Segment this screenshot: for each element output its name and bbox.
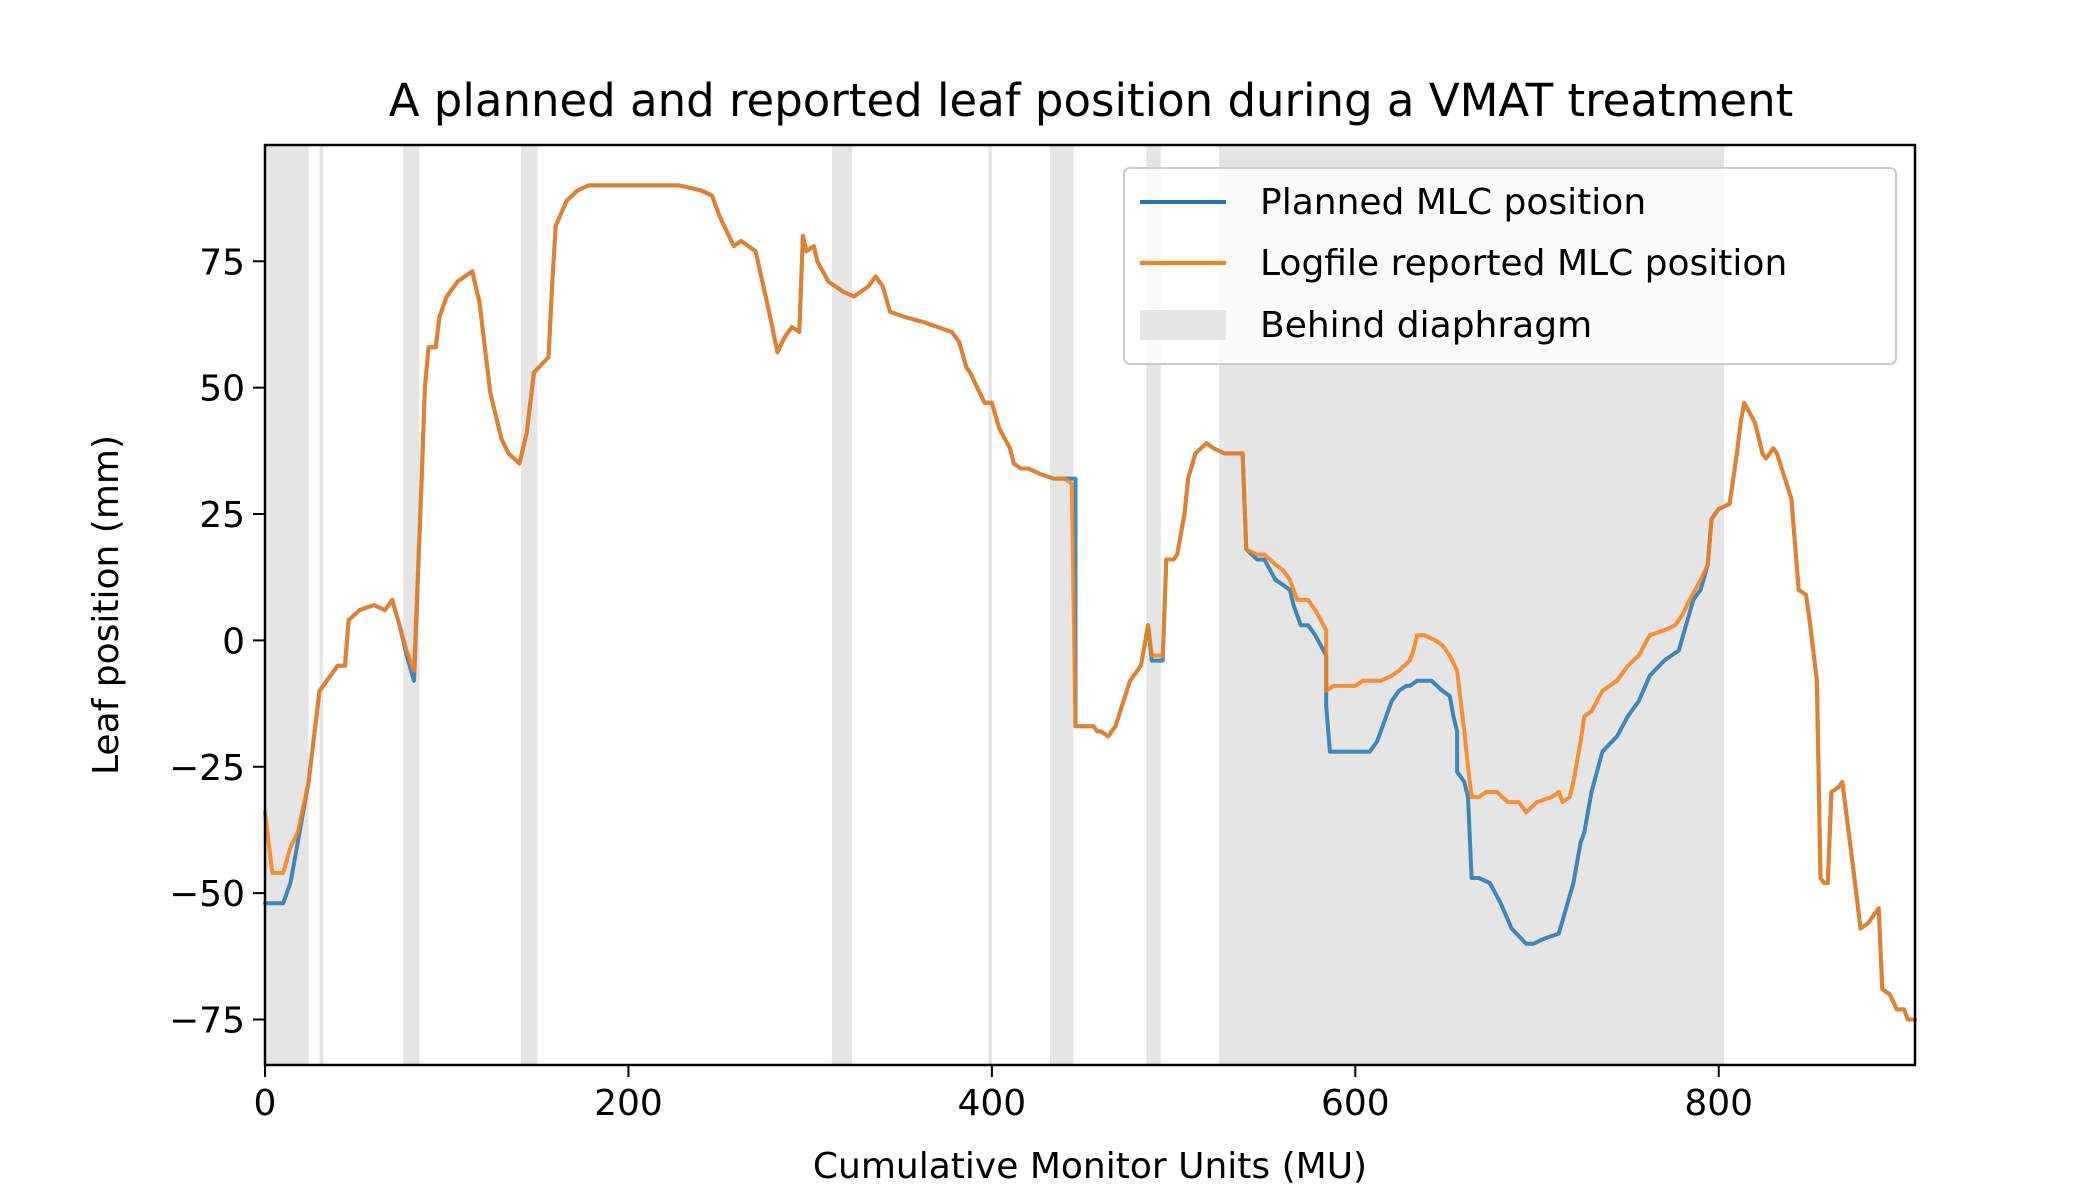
shaded-region [265, 145, 309, 1065]
legend-label-planned: Planned MLC position [1260, 182, 1646, 223]
legend-box [1123, 167, 1897, 365]
shaded-region [988, 145, 992, 1065]
x-tick-label: 200 [594, 1083, 663, 1124]
legend: Planned MLC position Logfile reported ML… [1123, 167, 1897, 365]
shaded-region [319, 145, 324, 1065]
shaded-region [1146, 145, 1161, 1065]
legend-label-behind-diaphragm: Behind diaphragm [1260, 305, 1592, 346]
plot-frame [263, 143, 1917, 1067]
shaded-region [1050, 145, 1074, 1065]
shaded-region [403, 145, 420, 1065]
y-tick-label: 75 [199, 242, 245, 283]
legend-label-logfile: Logfile reported MLC position [1260, 243, 1787, 284]
shaded-region [521, 145, 538, 1065]
x-tick-label: 600 [1321, 1083, 1390, 1124]
y-tick-label: −50 [169, 874, 245, 915]
y-axis-ticks: −75 −50 −25 0 25 50 75 [169, 242, 265, 1042]
shaded-region [831, 145, 852, 1065]
series-line-logfile [263, 183, 1917, 1022]
x-tick-label: 800 [1684, 1083, 1753, 1124]
y-axis-label: Leaf position (mm) [86, 435, 127, 775]
y-tick-label: 25 [199, 495, 245, 536]
x-tick-label: 0 [254, 1083, 277, 1124]
chart-title: A planned and reported leaf position dur… [389, 74, 1794, 127]
x-axis-ticks: 0 200 400 600 800 [254, 1065, 1753, 1124]
y-tick-label: −25 [169, 748, 245, 789]
x-axis-label: Cumulative Monitor Units (MU) [813, 1146, 1367, 1187]
series-lines [263, 183, 1917, 1022]
legend-swatch-behind-diaphragm [1140, 310, 1226, 340]
x-tick-label: 400 [958, 1083, 1027, 1124]
y-tick-label: 50 [199, 369, 245, 410]
y-tick-label: 0 [222, 621, 245, 662]
y-tick-label: −75 [169, 1001, 245, 1042]
